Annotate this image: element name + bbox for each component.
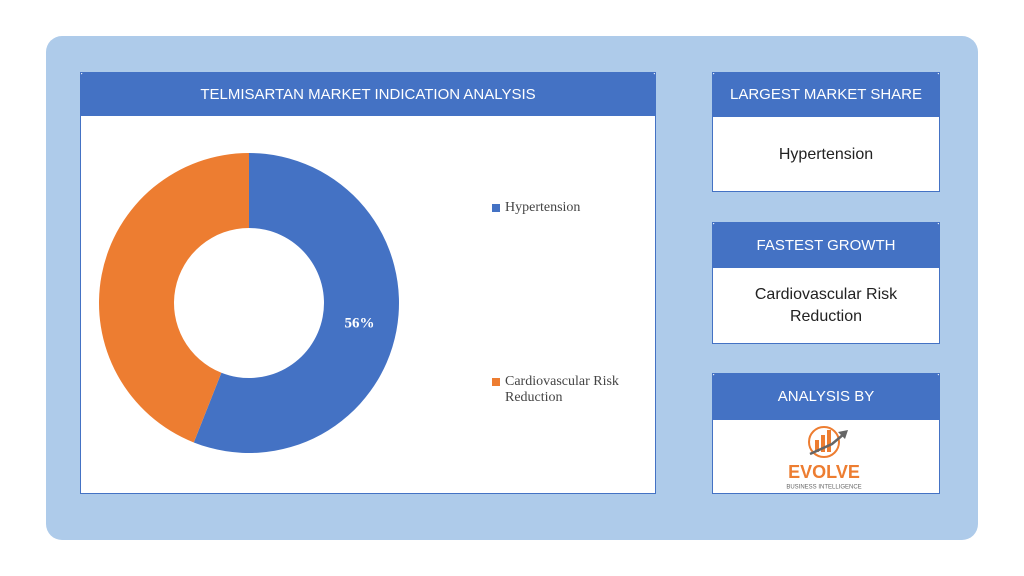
card-title: LARGEST MARKET SHARE (712, 72, 940, 117)
data-label: 56% (345, 316, 375, 332)
chart: 56% (99, 153, 399, 453)
card-title: ANALYSIS BY (712, 373, 940, 420)
legend-label: Cardiovascular Risk Reduction (505, 374, 619, 405)
logo-bar (821, 435, 825, 452)
card-text: Hypertension (778, 145, 874, 163)
logo-arrowhead (838, 430, 848, 439)
legend-item: Cardiovascular Risk Reduction (492, 374, 622, 406)
logo-ring (808, 426, 840, 458)
legend-item: Hypertension (492, 200, 632, 216)
card-text: Cardiovascular Risk Reduction (754, 286, 898, 325)
legend-label: Hypertension (505, 200, 581, 215)
logo-name: EVOLVE (788, 462, 860, 482)
pie-slice (99, 153, 249, 443)
legend-swatch (492, 204, 500, 212)
card-title: FASTEST GROWTH (712, 222, 940, 268)
logo-tagline: BUSINESS INTELLIGENCE (786, 485, 861, 491)
chart-title: TELMISARTAN MARKET INDICATION ANALYSIS (80, 72, 656, 116)
legend-swatch (492, 378, 500, 386)
logo-bar (815, 440, 819, 452)
logo: EVOLVE BUSINESS INTELLIGENCE (786, 426, 862, 491)
logo-arrow (809, 433, 845, 456)
logo-bar (827, 430, 831, 452)
pie-slice (193, 153, 399, 453)
